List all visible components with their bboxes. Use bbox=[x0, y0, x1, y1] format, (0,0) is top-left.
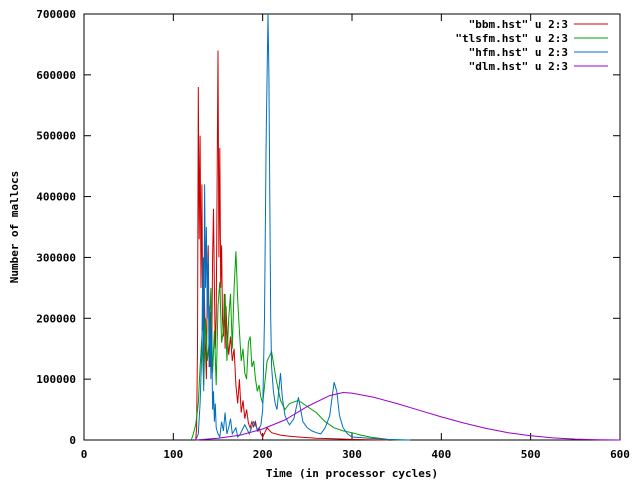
y-tick-label: 100000 bbox=[36, 373, 76, 386]
y-tick-label: 500000 bbox=[36, 130, 76, 143]
x-tick-label: 0 bbox=[81, 448, 88, 461]
x-tick-label: 400 bbox=[431, 448, 451, 461]
x-tick-label: 600 bbox=[610, 448, 630, 461]
series-line-1 bbox=[195, 50, 388, 441]
legend-label-3: "hfm.hst" u 2:3 bbox=[469, 46, 568, 59]
x-tick-label: 100 bbox=[163, 448, 183, 461]
y-tick-label: 300000 bbox=[36, 251, 76, 264]
y-tick-label: 700000 bbox=[36, 8, 76, 21]
plot-frame bbox=[83, 13, 621, 441]
y-tick-label: 400000 bbox=[36, 191, 76, 204]
legend-label-1: "bbm.hst" u 2:3 bbox=[469, 18, 568, 31]
series-line-3 bbox=[195, 13, 411, 441]
x-axis-label: Time (in processor cycles) bbox=[266, 467, 438, 480]
legend-label-2: "tlsfm.hst" u 2:3 bbox=[455, 32, 568, 45]
y-tick-label: 0 bbox=[69, 434, 76, 447]
legend: "bbm.hst" u 2:3"tlsfm.hst" u 2:3"hfm.hst… bbox=[455, 18, 608, 73]
x-tick-label: 500 bbox=[521, 448, 541, 461]
y-axis-label: Number of mallocs bbox=[8, 171, 21, 284]
x-tick-label: 300 bbox=[342, 448, 362, 461]
series-line-4 bbox=[195, 391, 621, 441]
y-tick-label: 200000 bbox=[36, 312, 76, 325]
x-tick-label: 200 bbox=[253, 448, 273, 461]
legend-label-4: "dlm.hst" u 2:3 bbox=[469, 60, 568, 73]
y-tick-label: 600000 bbox=[36, 69, 76, 82]
